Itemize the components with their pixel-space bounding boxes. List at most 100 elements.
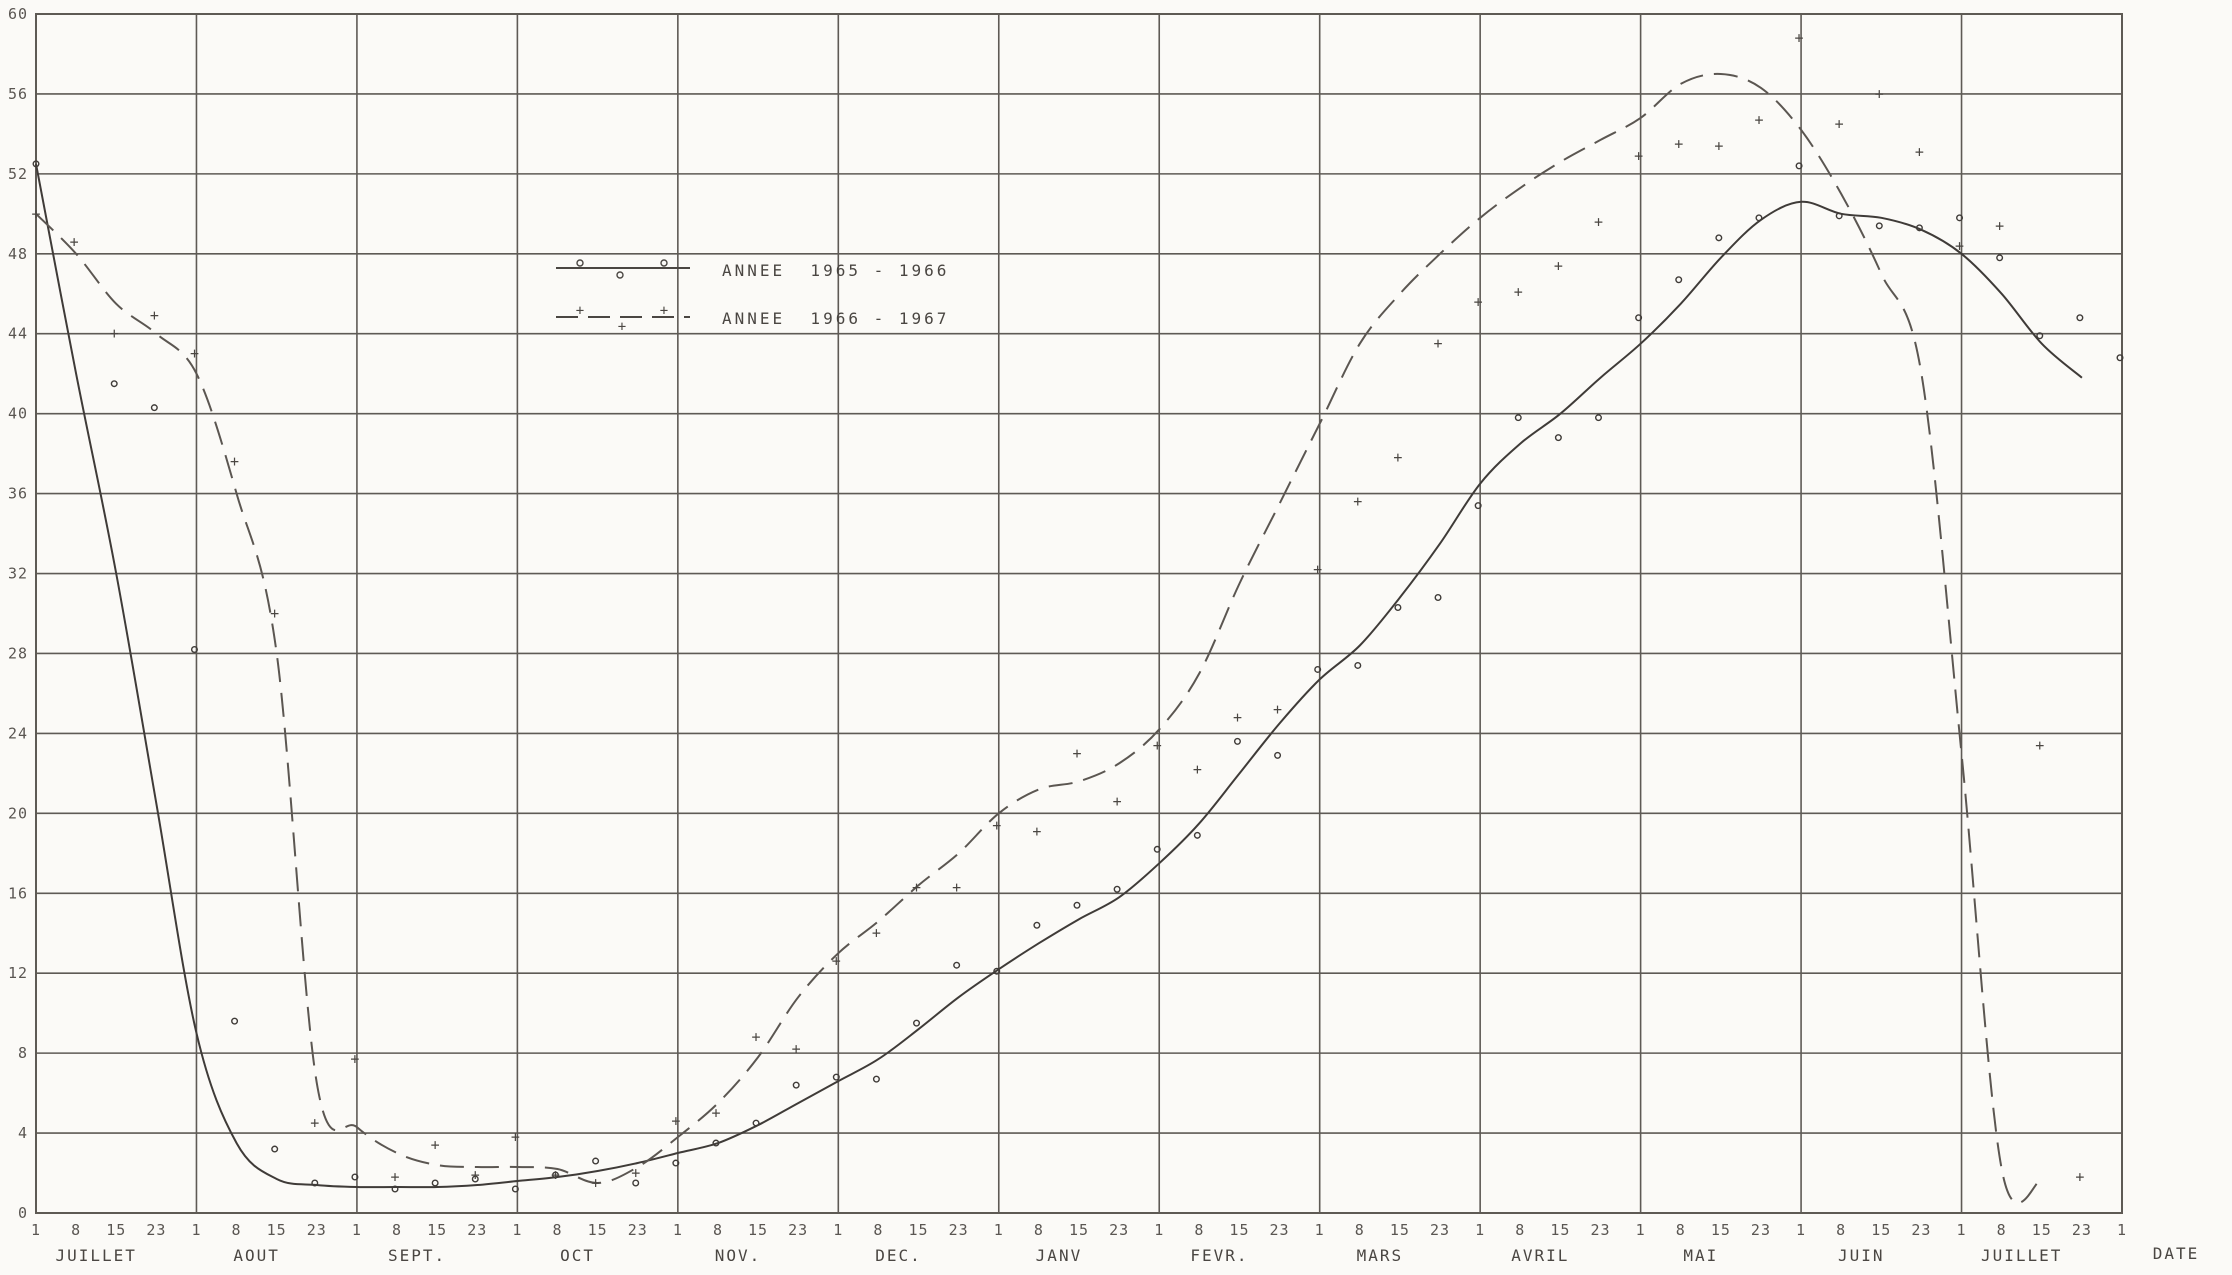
x-tick-label: 15 xyxy=(2032,1221,2052,1239)
data-point-1966-1967: + xyxy=(671,1112,680,1130)
data-point-1966-1967: + xyxy=(551,1166,560,1184)
data-point-1965-1966 xyxy=(471,1175,479,1183)
data-point-1966-1967: + xyxy=(511,1128,520,1146)
x-month-label: JUILLET xyxy=(55,1246,136,1265)
data-point-1966-1967: + xyxy=(631,1164,640,1182)
y-tick-label: 16 xyxy=(8,884,28,902)
data-point-1965-1966 xyxy=(712,1139,720,1147)
legend-marker-1965-1966 xyxy=(616,271,624,279)
data-point-1966-1967: + xyxy=(872,924,881,942)
x-month-label: JANV xyxy=(1036,1246,1083,1265)
data-point-1966-1967: + xyxy=(792,1040,801,1058)
data-point-1966-1967: + xyxy=(150,307,159,325)
data-point-1966-1967: + xyxy=(1915,143,1924,161)
x-tick-label: 1 xyxy=(1636,1221,1646,1239)
x-month-label: SEPT. xyxy=(388,1246,446,1265)
x-tick-label: 8 xyxy=(1515,1221,1525,1239)
x-tick-label: 8 xyxy=(713,1221,723,1239)
data-point-1966-1967: + xyxy=(1955,237,1964,255)
x-axis-label: DATE xyxy=(2153,1244,2200,1263)
data-point-1965-1966 xyxy=(872,1075,880,1083)
data-point-1965-1966 xyxy=(1033,921,1041,929)
data-point-1965-1966 xyxy=(1233,737,1241,745)
data-point-1965-1966 xyxy=(1474,502,1482,510)
legend-marker-1966-1967: + xyxy=(618,319,626,335)
data-point-1966-1967: + xyxy=(1273,700,1282,718)
x-tick-label: 1 xyxy=(2117,1221,2127,1239)
x-tick-label: 1 xyxy=(512,1221,522,1239)
data-point-1965-1966 xyxy=(913,1019,921,1027)
x-tick-label: 8 xyxy=(232,1221,242,1239)
data-point-1965-1966 xyxy=(271,1145,279,1153)
data-point-1966-1967: + xyxy=(1674,135,1683,153)
data-point-1966-1967: + xyxy=(350,1050,359,1068)
data-point-1966-1967: + xyxy=(391,1168,400,1186)
data-point-1966-1967: + xyxy=(310,1114,319,1132)
y-tick-label: 36 xyxy=(8,485,28,503)
data-point-1966-1967: + xyxy=(31,205,40,223)
data-point-1966-1967: + xyxy=(1434,335,1443,353)
data-point-1966-1967: + xyxy=(1714,137,1723,155)
data-point-1965-1966 xyxy=(1675,276,1683,284)
data-point-1965-1966 xyxy=(1354,661,1362,669)
data-point-1966-1967: + xyxy=(591,1174,600,1192)
x-tick-label: 23 xyxy=(146,1221,166,1239)
x-tick-label: 8 xyxy=(1836,1221,1846,1239)
x-tick-label: 8 xyxy=(1676,1221,1686,1239)
series-line-1965-1966 xyxy=(35,163,2083,1189)
data-point-1966-1967: + xyxy=(1233,708,1242,726)
data-point-1966-1967: + xyxy=(752,1028,761,1046)
data-point-1965-1966 xyxy=(1434,594,1442,602)
x-month-label: AOUT xyxy=(233,1246,280,1265)
data-point-1965-1966 xyxy=(190,645,198,653)
data-point-1965-1966 xyxy=(1073,901,1081,909)
data-point-1966-1967: + xyxy=(1113,792,1122,810)
data-point-1966-1967: + xyxy=(1193,760,1202,778)
data-point-1965-1966 xyxy=(351,1173,359,1181)
data-point-1966-1967: + xyxy=(1835,115,1844,133)
x-tick-label: 1 xyxy=(1315,1221,1325,1239)
x-tick-label: 1 xyxy=(191,1221,201,1239)
data-point-1965-1966 xyxy=(832,1073,840,1081)
data-point-1965-1966 xyxy=(231,1017,239,1025)
legend-entry-1966-1967: + + + ANNEE 1966 - 1967 xyxy=(556,303,946,335)
data-point-1965-1966 xyxy=(1835,212,1843,220)
data-point-1965-1966 xyxy=(1554,434,1562,442)
x-tick-label: 1 xyxy=(1796,1221,1806,1239)
y-tick-label: 32 xyxy=(8,565,28,583)
x-tick-label: 23 xyxy=(628,1221,648,1239)
x-tick-label: 1 xyxy=(1154,1221,1164,1239)
y-tick-label: 20 xyxy=(8,804,28,822)
y-tick-label: 28 xyxy=(8,644,28,662)
data-point-1965-1966 xyxy=(993,967,1001,975)
x-tick-labels: 1 8 15 23 1 8 15 23 1 8 15 23 1 8 15 23 1 8 15 23 1 8 15 23 1 8 15… xyxy=(31,1221,2127,1239)
x-month-label: OCT xyxy=(560,1246,595,1265)
x-tick-label: 8 xyxy=(1034,1221,1044,1239)
y-tick-label: 8 xyxy=(18,1044,28,1062)
x-month-label: MAI xyxy=(1683,1246,1718,1265)
legend-entry-1965-1966: ANNEE 1965 - 1966 xyxy=(556,259,946,280)
x-tick-label: 1 xyxy=(1957,1221,1967,1239)
data-point-1966-1967: + xyxy=(1474,293,1483,311)
x-tick-label: 23 xyxy=(1590,1221,1610,1239)
data-point-1966-1967: + xyxy=(1313,561,1322,579)
data-point-1966-1967: + xyxy=(1634,147,1643,165)
data-point-1965-1966 xyxy=(672,1159,680,1167)
x-tick-label: 15 xyxy=(1871,1221,1891,1239)
x-tick-label: 15 xyxy=(1550,1221,1570,1239)
x-tick-label: 1 xyxy=(31,1221,41,1239)
data-point-1966-1967: + xyxy=(431,1136,440,1154)
data-point-1965-1966 xyxy=(752,1119,760,1127)
data-point-1965-1966 xyxy=(1274,751,1282,759)
x-tick-label: 15 xyxy=(748,1221,768,1239)
data-point-1965-1966 xyxy=(311,1179,319,1187)
data-point-1965-1966 xyxy=(1755,214,1763,222)
x-tick-label: 23 xyxy=(1751,1221,1771,1239)
data-point-1965-1966 xyxy=(2036,332,2044,340)
data-point-1966-1967: + xyxy=(1754,111,1763,129)
data-point-1965-1966 xyxy=(150,404,158,412)
data-point-1965-1966 xyxy=(110,380,118,388)
x-tick-label: 23 xyxy=(1109,1221,1129,1239)
